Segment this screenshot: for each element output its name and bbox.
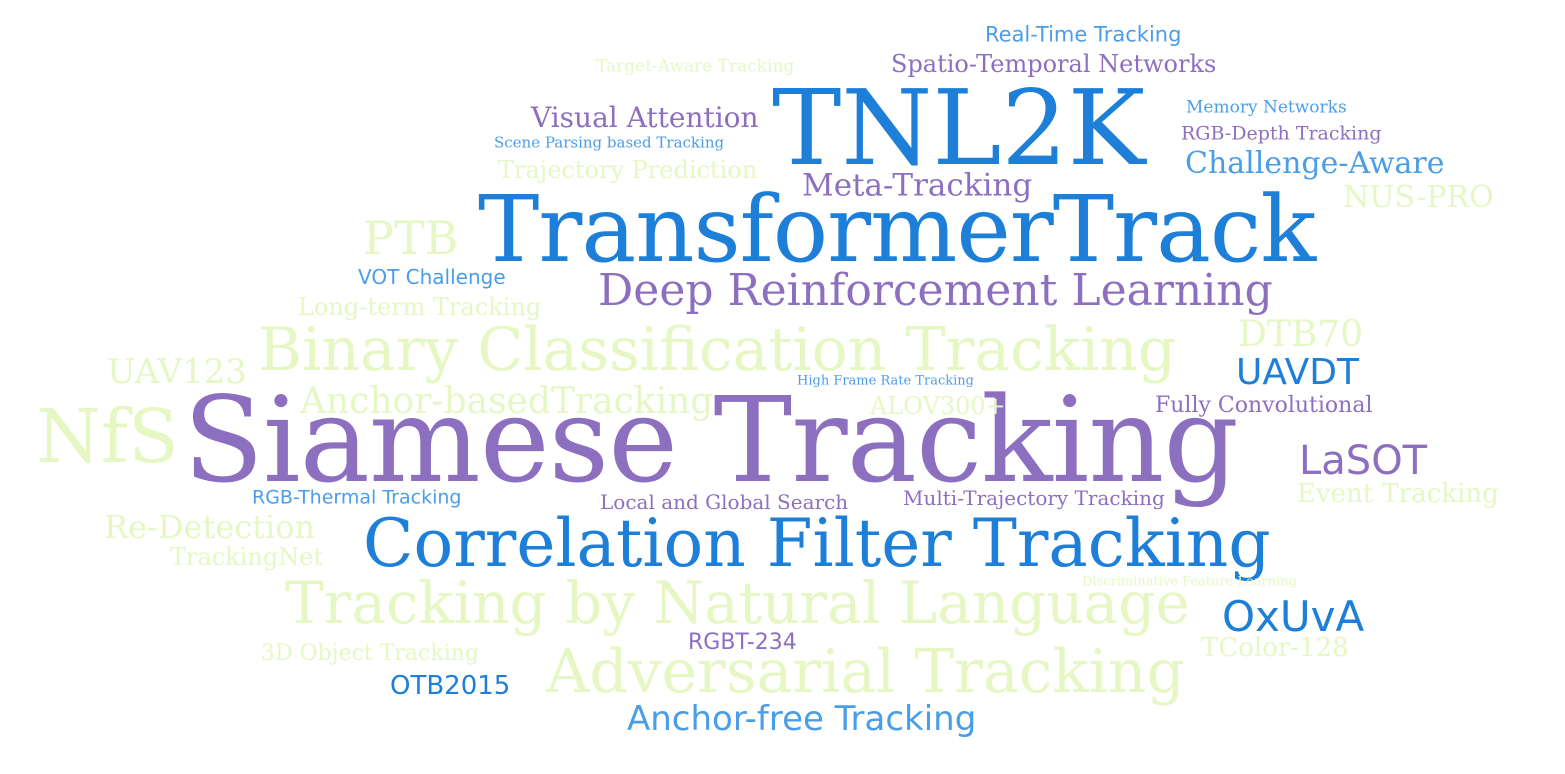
word-vot-challenge: VOT Challenge (358, 265, 506, 289)
word-anchor-free-tracking: Anchor-free Tracking (627, 699, 977, 739)
word-target-aware-tracking: Target-Aware Tracking (596, 56, 795, 77)
word-alov300: ALOV300+ (870, 392, 1006, 420)
word-multi-trajectory-tracking: Multi-Trajectory Tracking (903, 486, 1165, 510)
word-dtb70: DTB70 (1238, 314, 1364, 355)
word-ptb: PTB (363, 211, 459, 265)
word-3d-object-tracking: 3D Object Tracking (261, 641, 479, 666)
word-real-time-tracking: Real-Time Tracking (985, 22, 1182, 47)
word-uavdt: UAVDT (1236, 352, 1360, 393)
word-nfs: NfS (36, 394, 179, 480)
word-nus-pro: NUS-PRO (1343, 180, 1494, 215)
word-scene-parsing-tracking: Scene Parsing based Tracking (494, 133, 725, 152)
word-rgb-thermal-tracking: RGB-Thermal Tracking (252, 486, 462, 509)
word-binary-classification-tracking: Binary Classification Tracking (258, 315, 1177, 385)
word-fully-convolutional: Fully Convolutional (1155, 393, 1373, 418)
word-meta-tracking: Meta-Tracking (802, 167, 1033, 204)
word-local-global-search: Local and Global Search (600, 490, 849, 514)
word-discriminative-feature-learning: Discriminative Feature Learning (1082, 574, 1297, 590)
word-tracking-by-natural-language: Tracking by Natural Language (285, 569, 1190, 637)
word-uav123: UAV123 (107, 352, 247, 392)
word-long-term-tracking: Long-term Tracking (298, 293, 542, 321)
word-trackingnet: TrackingNet (170, 543, 324, 571)
word-otb2015: OTB2015 (390, 671, 511, 701)
word-challenge-aware: Challenge-Aware (1185, 146, 1445, 181)
word-deep-reinforcement-learning: Deep Reinforcement Learning (598, 265, 1273, 316)
word-correlation-filter-tracking: Correlation Filter Tracking (363, 505, 1271, 582)
word-re-detection: Re-Detection (104, 508, 316, 546)
word-event-tracking: Event Tracking (1297, 479, 1499, 509)
word-high-frame-rate-tracking: High Frame Rate Tracking (797, 373, 974, 389)
word-adversarial-tracking: Adversarial Tracking (546, 637, 1185, 707)
word-lasot: LaSOT (1299, 438, 1428, 484)
word-tnl2k: TNL2K (772, 67, 1146, 189)
word-spatio-temporal-networks: Spatio-Temporal Networks (891, 50, 1217, 78)
word-trajectory-prediction: Trajectory Prediction (498, 156, 758, 184)
word-visual-attention: Visual Attention (531, 101, 759, 134)
word-transformer-track: TransformerTrack (478, 176, 1316, 283)
word-rgbt-234: RGBT-234 (688, 630, 797, 655)
word-anchor-based-tracking: Anchor-basedTracking (300, 381, 714, 422)
word-rgb-depth-tracking: RGB-Depth Tracking (1181, 122, 1382, 145)
word-tcolor-128: TColor-128 (1201, 633, 1349, 663)
word-oxuva: OxUvA (1222, 592, 1365, 641)
word-siamese-tracking: Siamese Tracking (183, 371, 1239, 509)
word-memory-networks: Memory Networks (1186, 97, 1347, 118)
